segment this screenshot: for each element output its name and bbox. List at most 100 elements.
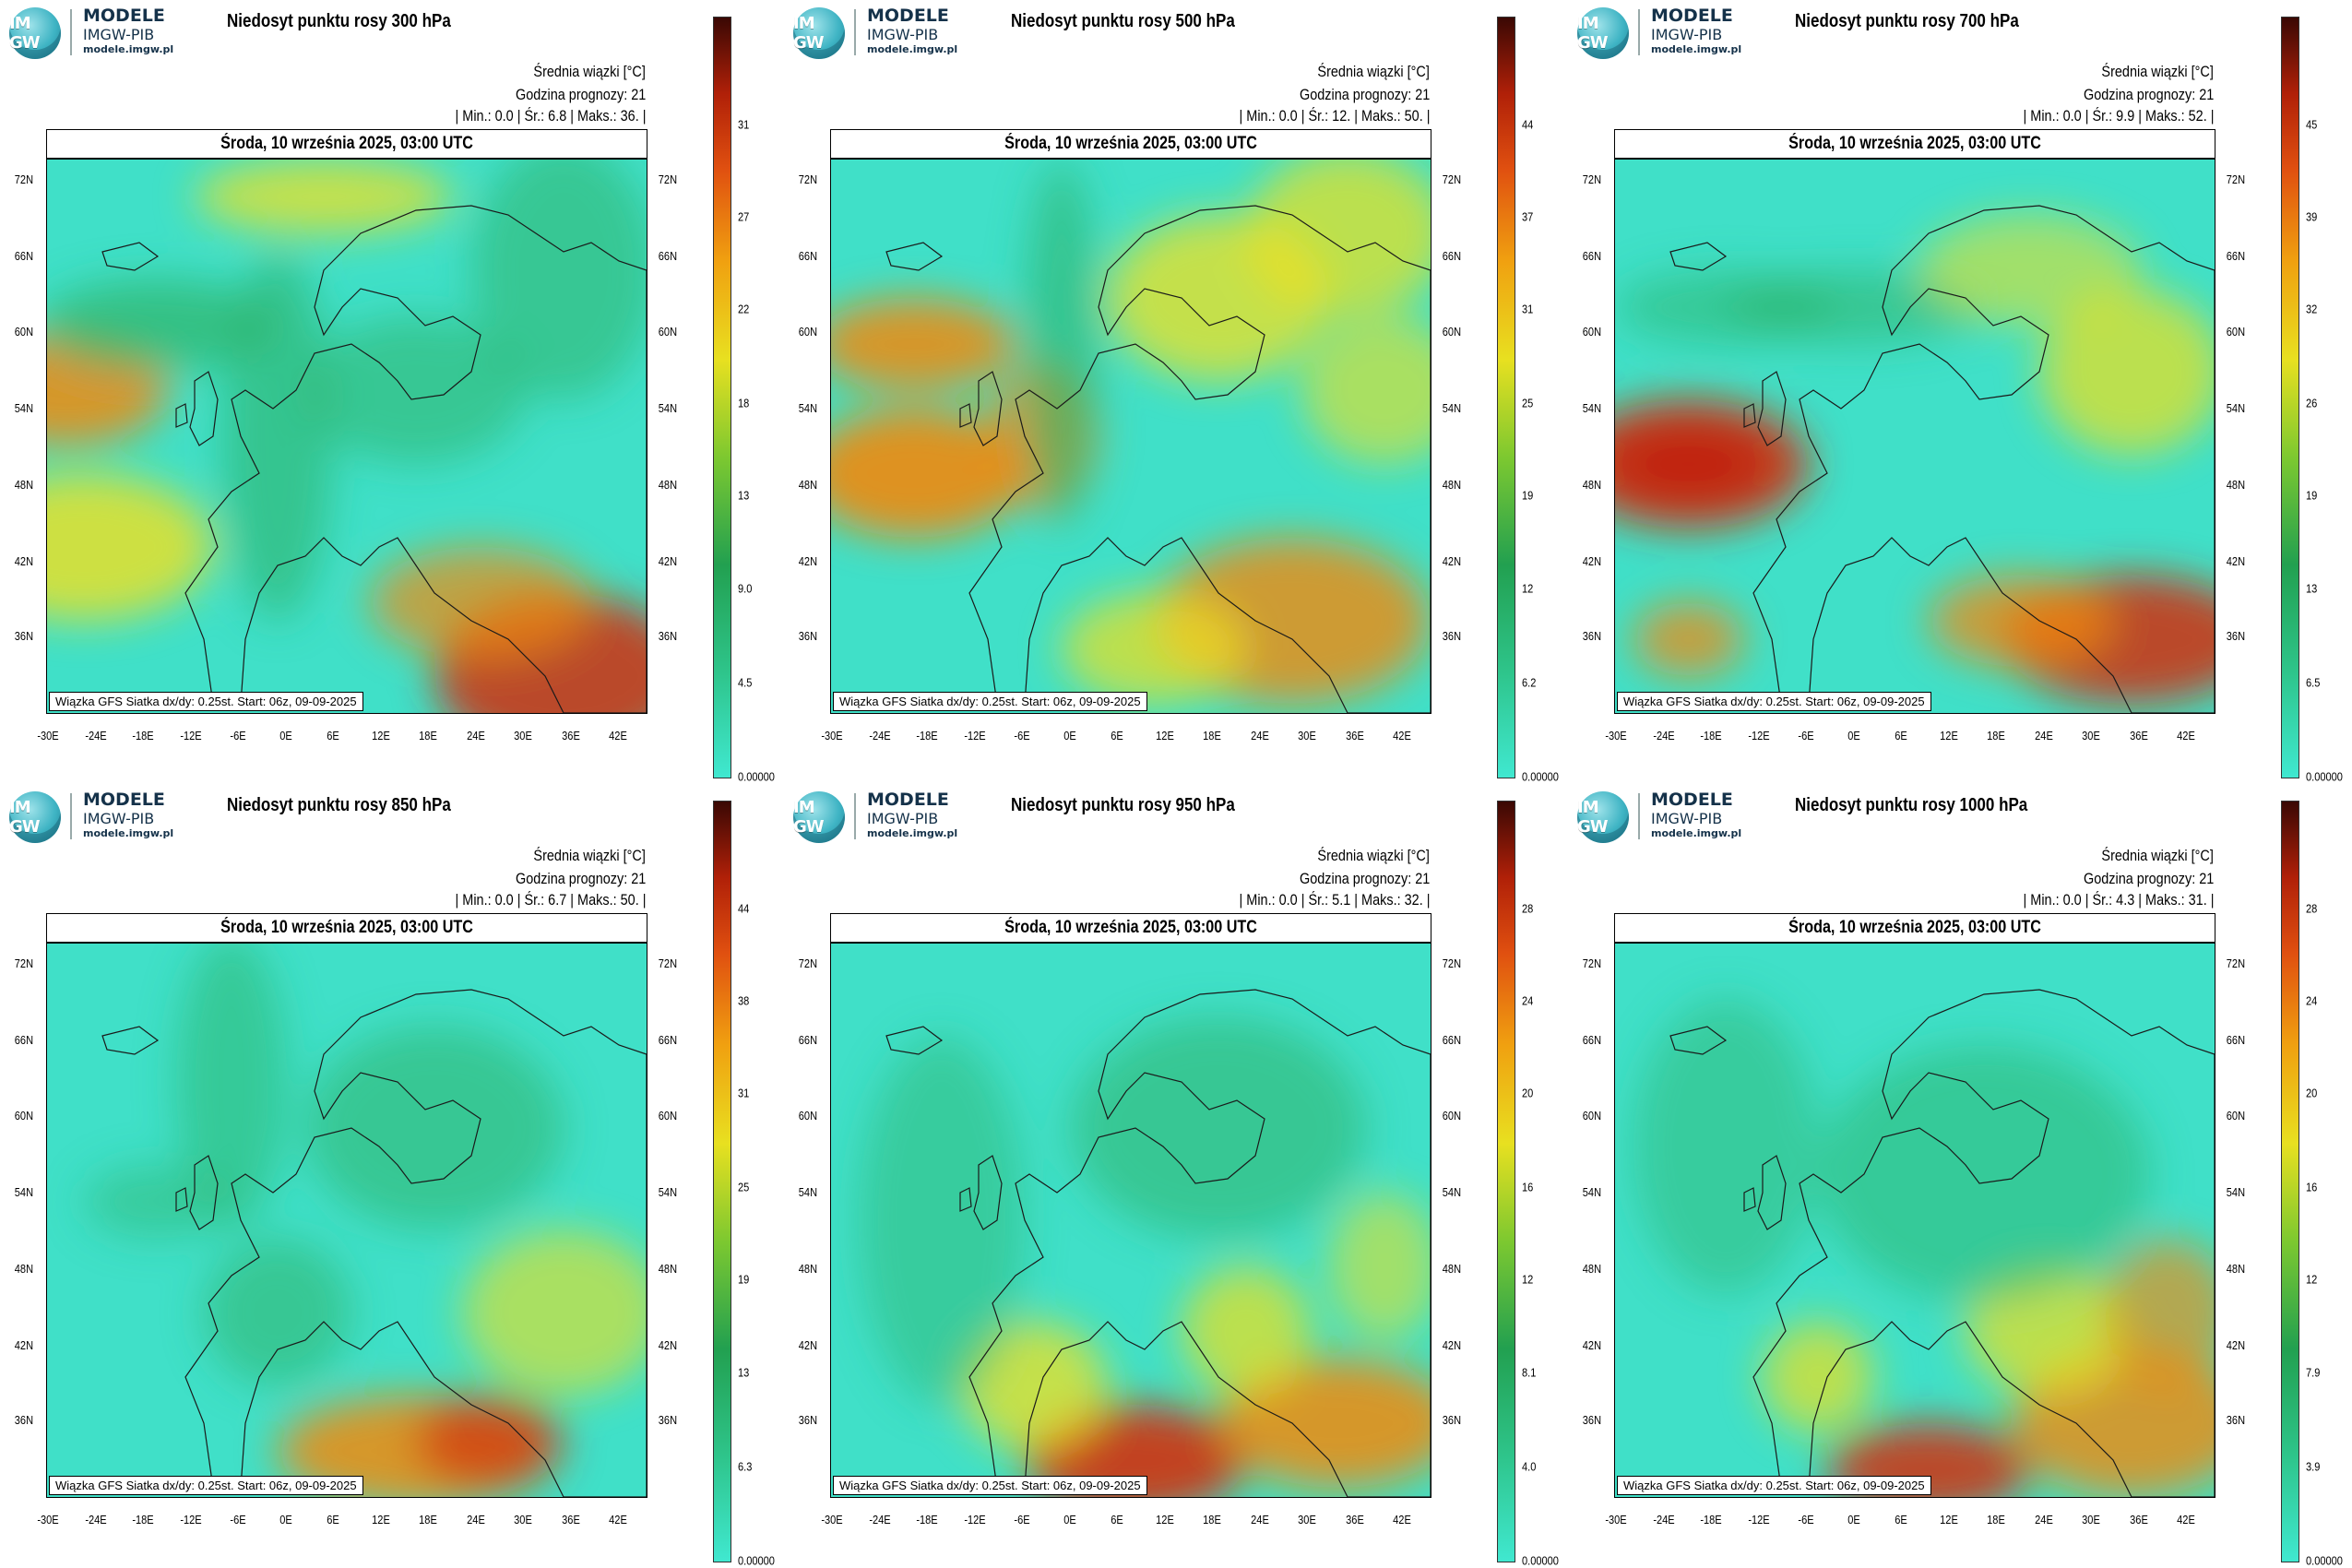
model-info: Wiązka GFS Siatka dx/dy: 0.25st. Start: … bbox=[49, 1476, 363, 1495]
logo-circle-text: IM GW bbox=[1577, 14, 1609, 53]
field-blob bbox=[1818, 1045, 2150, 1303]
colorbar-label: 0.00000 bbox=[1522, 769, 1559, 784]
lat-label-left: 48N bbox=[1582, 478, 1602, 492]
lon-label: 36E bbox=[2129, 1513, 2148, 1526]
lat-label-left: 48N bbox=[798, 1262, 818, 1276]
imgw-logo-icon: IM GW bbox=[1577, 7, 1629, 59]
lat-label-left: 66N bbox=[1582, 1033, 1602, 1047]
colorbar-label: 12 bbox=[2306, 1272, 2318, 1287]
map-area: Wiązka GFS Siatka dx/dy: 0.25st. Start: … bbox=[830, 943, 1431, 1498]
panel-title: Niedosyt punktu rosy 500 hPa bbox=[1011, 11, 1235, 31]
field-blob bbox=[47, 279, 278, 372]
lat-label-right: 54N bbox=[1442, 1185, 1462, 1199]
colorbar-label: 20 bbox=[1522, 1086, 1534, 1100]
lat-label-right: 60N bbox=[658, 325, 678, 339]
field-blob bbox=[195, 160, 453, 233]
field-blob bbox=[204, 1239, 351, 1386]
date-banner: Środa, 10 września 2025, 03:00 UTC bbox=[830, 913, 1431, 943]
logo-title: MODELE bbox=[867, 6, 949, 26]
units-label: Średnia wiązki [°C] bbox=[533, 63, 646, 80]
colorbar-label: 26 bbox=[2306, 396, 2318, 410]
lon-label: -24E bbox=[868, 1513, 891, 1526]
iceland-coastline bbox=[885, 242, 944, 271]
colorbar-label: 0.00000 bbox=[738, 1553, 775, 1568]
logo-url[interactable]: modele.imgw.pl bbox=[867, 827, 958, 839]
logo-divider bbox=[1638, 793, 1640, 839]
lat-label-left: 60N bbox=[1582, 1109, 1602, 1123]
colorbar-label: 32 bbox=[2306, 302, 2318, 316]
forecast-panel: IM GW MODELE IMGW-PIB modele.imgw.pl Niedosy… bbox=[1568, 0, 2352, 784]
field-blob bbox=[222, 252, 333, 621]
iceland-coastline bbox=[1669, 1026, 1728, 1055]
europe-coastline bbox=[1752, 205, 2215, 713]
lat-label-left: 48N bbox=[798, 478, 818, 492]
logo-url[interactable]: modele.imgw.pl bbox=[83, 827, 174, 839]
units-label: Średnia wiązki [°C] bbox=[2101, 847, 2214, 864]
lat-label-right: 36N bbox=[658, 629, 678, 643]
field-blob bbox=[305, 1027, 564, 1229]
logo-url[interactable]: modele.imgw.pl bbox=[1651, 827, 1742, 839]
colorbar-label: 31 bbox=[1522, 302, 1534, 316]
lon-label: 24E bbox=[2034, 1513, 2053, 1526]
europe-coastline bbox=[184, 989, 647, 1497]
logo-circle-text: IM GW bbox=[9, 14, 41, 53]
lon-label: -6E bbox=[1014, 1513, 1030, 1526]
field-blob bbox=[1062, 593, 1246, 704]
europe-coastline bbox=[968, 205, 1431, 713]
lon-label: -30E bbox=[821, 729, 843, 742]
lon-label: 12E bbox=[371, 1513, 390, 1526]
lon-label: -24E bbox=[1652, 729, 1675, 742]
field-blob bbox=[305, 316, 527, 464]
field-blobs bbox=[1615, 215, 2215, 704]
map-area: Wiązka GFS Siatka dx/dy: 0.25st. Start: … bbox=[830, 159, 1431, 714]
colorbar-label: 0.00000 bbox=[738, 769, 775, 784]
lat-label-left: 54N bbox=[1582, 1185, 1602, 1199]
lon-label: 6E bbox=[327, 729, 339, 742]
panel-title: Niedosyt punktu rosy 850 hPa bbox=[227, 795, 451, 815]
lat-label-left: 42N bbox=[1582, 554, 1602, 568]
ireland-coastline bbox=[959, 1187, 972, 1212]
lat-label-right: 42N bbox=[1442, 554, 1462, 568]
logo-url[interactable]: modele.imgw.pl bbox=[83, 43, 174, 55]
lat-label-left: 72N bbox=[14, 956, 34, 970]
logo-subtitle: IMGW-PIB bbox=[83, 810, 155, 827]
date-text: Środa, 10 września 2025, 03:00 UTC bbox=[1788, 918, 2041, 937]
field-blob bbox=[2104, 1239, 2215, 1386]
uk-coastline bbox=[1757, 371, 1787, 446]
lon-label: 6E bbox=[1111, 729, 1123, 742]
forecast-panel: IM GW MODELE IMGW-PIB modele.imgw.pl Niedosy… bbox=[0, 784, 784, 1568]
lon-label: 42E bbox=[1393, 729, 1411, 742]
forecast-hour: Godzina prognozy: 21 bbox=[515, 86, 646, 103]
lon-label: -30E bbox=[1605, 729, 1627, 742]
logo-title: MODELE bbox=[83, 6, 165, 26]
field-blob bbox=[176, 944, 287, 1229]
lat-label-right: 54N bbox=[658, 1185, 678, 1199]
colorbar bbox=[713, 17, 731, 778]
lon-label: -18E bbox=[1700, 1513, 1722, 1526]
logo-url[interactable]: modele.imgw.pl bbox=[867, 43, 958, 55]
stats-line: | Min.: 0.0 | Śr.: 6.7 | Maks.: 50. | bbox=[455, 891, 646, 909]
lon-label: 6E bbox=[1111, 1513, 1123, 1526]
field-blob bbox=[1615, 270, 1836, 344]
field-map bbox=[47, 160, 647, 713]
model-info: Wiązka GFS Siatka dx/dy: 0.25st. Start: … bbox=[1617, 1476, 1931, 1495]
units-label: Średnia wiązki [°C] bbox=[1317, 63, 1430, 80]
colorbar-label: 0.00000 bbox=[2306, 1553, 2343, 1568]
field-blobs bbox=[1633, 999, 2215, 1497]
lat-label-right: 60N bbox=[2226, 1109, 2246, 1123]
lon-label: 18E bbox=[419, 1513, 437, 1526]
lat-label-right: 72N bbox=[658, 172, 678, 186]
field-blob bbox=[831, 409, 1025, 538]
field-blob bbox=[1329, 1193, 1431, 1340]
colorbar-label: 19 bbox=[2306, 488, 2318, 503]
europe-coastline bbox=[968, 989, 1431, 1497]
logo-subtitle: IMGW-PIB bbox=[1651, 810, 1723, 827]
lat-label-left: 72N bbox=[798, 172, 818, 186]
lon-label: 30E bbox=[514, 1513, 532, 1526]
field-blob bbox=[84, 1165, 232, 1239]
colorbar-label: 19 bbox=[1522, 488, 1534, 503]
lat-label-right: 66N bbox=[658, 249, 678, 263]
uk-coastline bbox=[973, 1155, 1003, 1230]
logo-url[interactable]: modele.imgw.pl bbox=[1651, 43, 1742, 55]
lat-label-right: 66N bbox=[2226, 249, 2246, 263]
